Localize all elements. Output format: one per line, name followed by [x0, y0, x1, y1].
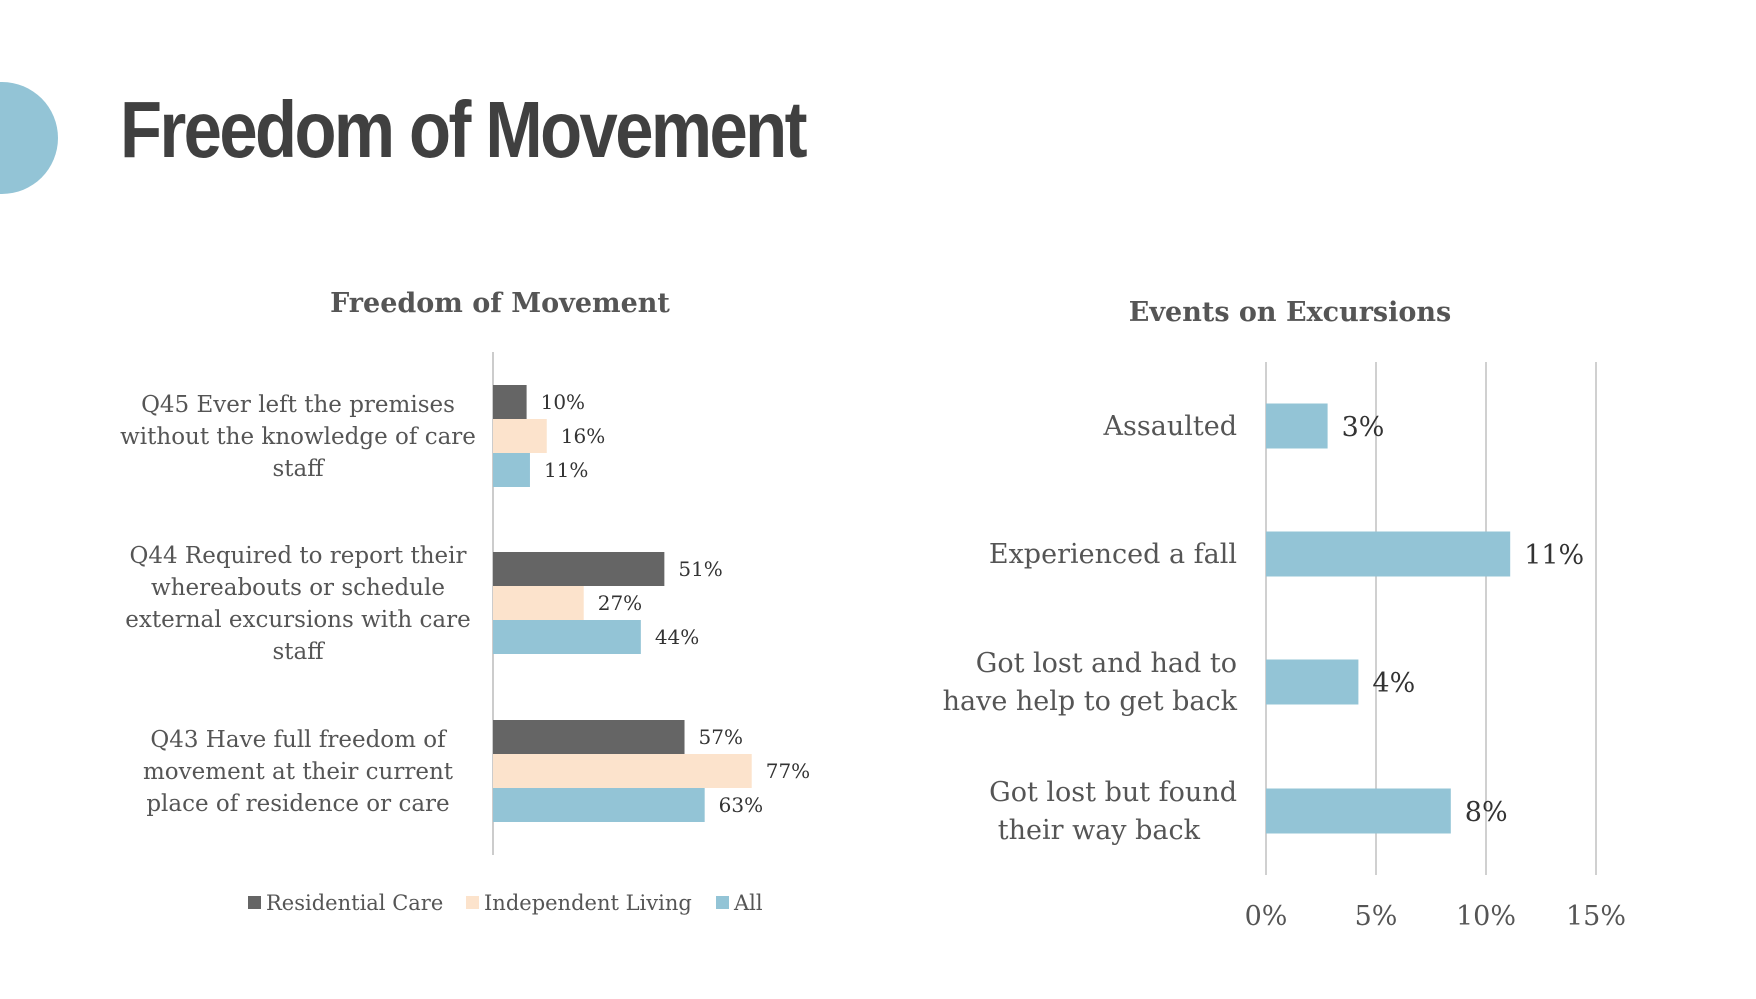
category-label: Got lost and had to have help to get back — [943, 648, 1238, 717]
bar — [493, 552, 665, 586]
category-label-line: have help to get back — [943, 686, 1238, 717]
data-label: 51% — [678, 557, 722, 581]
legend-label: Independent Living — [484, 891, 692, 915]
freedom-of-movement-chart: Freedom of Movement 10% 16% 11% Q45 Ever lef… — [120, 288, 810, 915]
category-label-line: Experienced a fall — [989, 539, 1237, 570]
data-label: 11% — [1524, 540, 1584, 571]
category-label-line: Q43 Have full freedom of — [150, 727, 447, 753]
bar — [493, 754, 752, 788]
category-label-line: movement at their current — [143, 759, 454, 785]
category-label-line: whereabouts or schedule — [151, 575, 445, 601]
bar — [493, 788, 705, 822]
category-label-line: their way back — [998, 815, 1201, 846]
category-label-line: external excursions with care — [125, 607, 470, 633]
data-label: 27% — [598, 591, 642, 615]
bar — [493, 720, 685, 754]
bar — [493, 419, 547, 453]
legend-label: All — [733, 891, 763, 915]
data-label: 63% — [719, 793, 763, 817]
tick-label: 5% — [1355, 901, 1398, 932]
bar — [1266, 659, 1359, 705]
category-label-line: without the knowledge of care — [120, 424, 476, 450]
data-label: 10% — [541, 390, 585, 414]
legend-swatch — [466, 896, 479, 909]
tick-label: 0% — [1245, 901, 1288, 932]
chart-title: Events on Excursions — [1129, 297, 1451, 328]
tick-label: 15% — [1566, 901, 1626, 932]
data-label: 44% — [655, 625, 699, 649]
data-label: 8% — [1465, 797, 1508, 828]
category-label: Q45 Ever left the premises without the kn… — [120, 392, 476, 482]
category-label: Assaulted — [1103, 411, 1237, 442]
tick-label: 10% — [1456, 901, 1516, 932]
data-label: 3% — [1342, 412, 1385, 443]
data-label: 77% — [766, 759, 810, 783]
category-label-line: staff — [272, 456, 325, 482]
data-label: 11% — [544, 458, 588, 482]
page-title: Freedom of Movement — [120, 85, 808, 174]
bar — [1266, 788, 1451, 834]
bar — [493, 620, 641, 654]
category-label-line: place of residence or care — [146, 791, 449, 817]
category-label: Got lost but found their way back — [989, 777, 1237, 846]
category-label-line: staff — [272, 639, 325, 665]
bar — [1266, 403, 1328, 449]
data-label: 16% — [561, 424, 605, 448]
category-label: Q43 Have full freedom of movement at thei… — [143, 727, 454, 817]
chart-title: Freedom of Movement — [330, 288, 670, 319]
category-label: Experienced a fall — [989, 539, 1237, 570]
category-label-line: Got lost but found — [989, 777, 1237, 808]
bar — [493, 385, 527, 419]
legend-label: Residential Care — [266, 891, 443, 915]
category-label: Q44 Required to report their whereabouts … — [125, 543, 470, 665]
bar — [493, 453, 530, 487]
bar — [1266, 531, 1511, 577]
category-label-line: Q45 Ever left the premises — [141, 392, 455, 418]
bar — [493, 586, 584, 620]
legend-swatch — [716, 896, 729, 909]
data-label: 4% — [1372, 668, 1415, 699]
category-label-line: Q44 Required to report their — [129, 543, 466, 569]
legend-swatch — [248, 896, 261, 909]
category-label-line: Assaulted — [1103, 411, 1237, 442]
data-label: 57% — [699, 725, 743, 749]
category-label-line: Got lost and had to — [976, 648, 1237, 679]
